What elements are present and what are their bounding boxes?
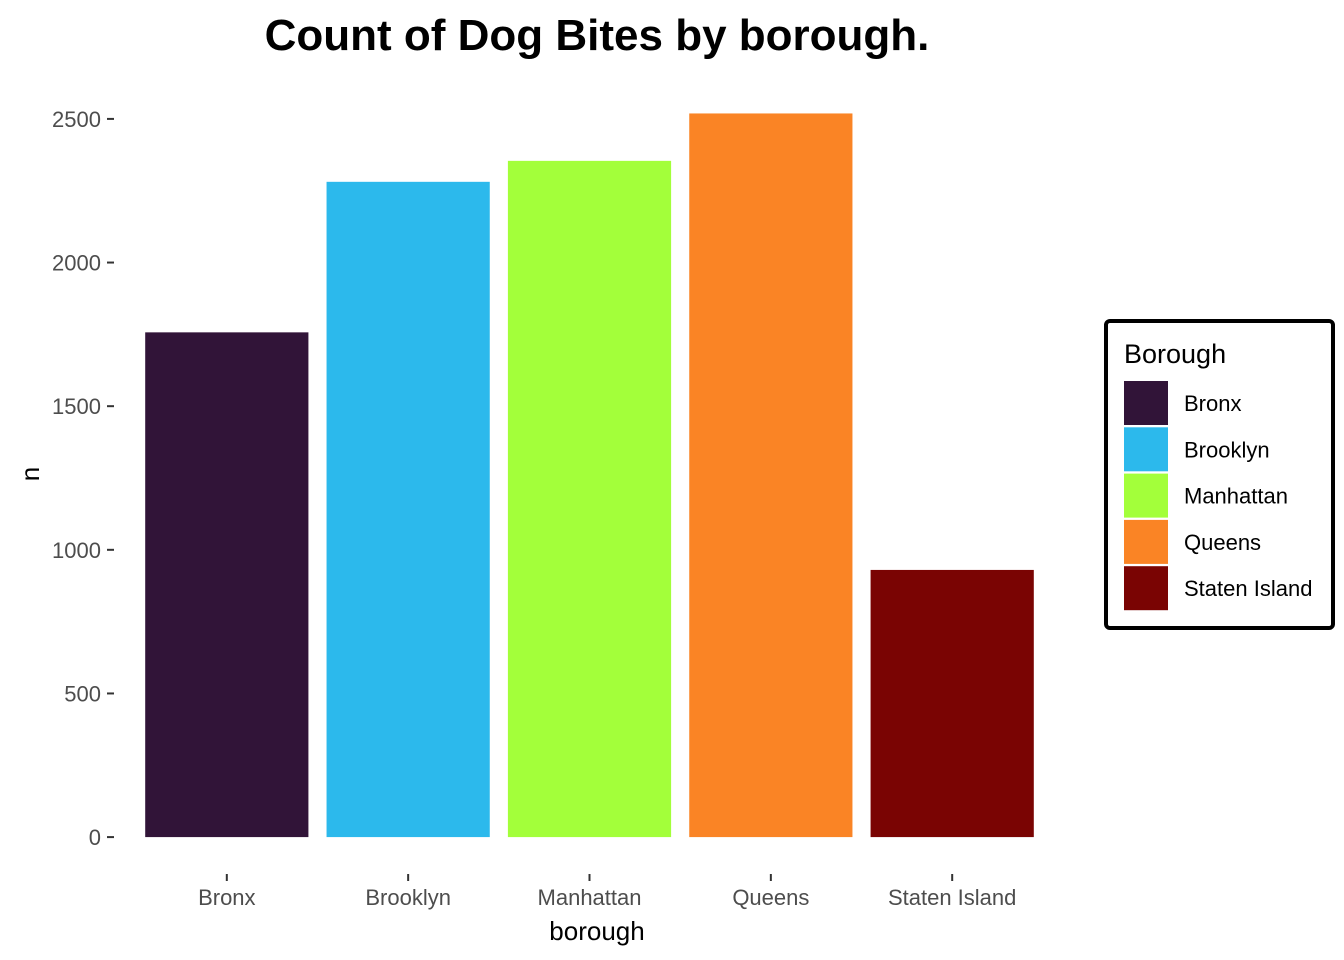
- legend-key-bronx: [1124, 381, 1168, 425]
- x-tick-label: Brooklyn: [365, 885, 451, 910]
- legend-label: Brooklyn: [1184, 437, 1270, 462]
- x-tick-label: Staten Island: [888, 885, 1016, 910]
- legend-label: Queens: [1184, 530, 1261, 555]
- bar-staten-island: [870, 569, 1034, 838]
- y-axis: 0 500 1000 1500 2000 2500: [52, 107, 114, 850]
- bars: [145, 113, 1034, 838]
- bar-brooklyn: [326, 181, 490, 838]
- legend-items: Bronx Brooklyn Manhattan Queens Staten Islan…: [1124, 381, 1312, 611]
- x-tick-label: Queens: [732, 885, 809, 910]
- y-tick-label: 2500: [52, 107, 101, 132]
- y-tick-label: 2000: [52, 251, 101, 276]
- bar-queens: [689, 113, 853, 838]
- y-tick-label: 1500: [52, 394, 101, 419]
- y-tick-label: 1000: [52, 538, 101, 563]
- x-axis-title: borough: [549, 916, 644, 946]
- y-tick-label: 0: [89, 825, 101, 850]
- chart-title: Count of Dog Bites by borough.: [265, 11, 930, 60]
- y-axis-title: n: [15, 467, 45, 481]
- legend-key-manhattan: [1124, 473, 1168, 518]
- legend-title: Borough: [1124, 339, 1226, 369]
- legend-label: Staten Island: [1184, 576, 1312, 601]
- x-tick-label: Manhattan: [538, 885, 642, 910]
- x-axis: Bronx Brooklyn Manhattan Queens Staten Islan…: [198, 874, 1016, 910]
- legend-label: Manhattan: [1184, 484, 1288, 509]
- bar-bronx: [145, 332, 309, 838]
- legend-key-queens: [1124, 519, 1168, 564]
- bar-manhattan: [507, 160, 672, 838]
- y-tick-label: 500: [64, 681, 101, 706]
- legend-label: Bronx: [1184, 391, 1241, 416]
- legend-key-brooklyn: [1124, 427, 1168, 472]
- legend-key-staten-island: [1124, 566, 1168, 611]
- legend: Borough Bronx Brooklyn Manhattan Queens Stat…: [1104, 319, 1335, 630]
- x-tick-label: Bronx: [198, 885, 255, 910]
